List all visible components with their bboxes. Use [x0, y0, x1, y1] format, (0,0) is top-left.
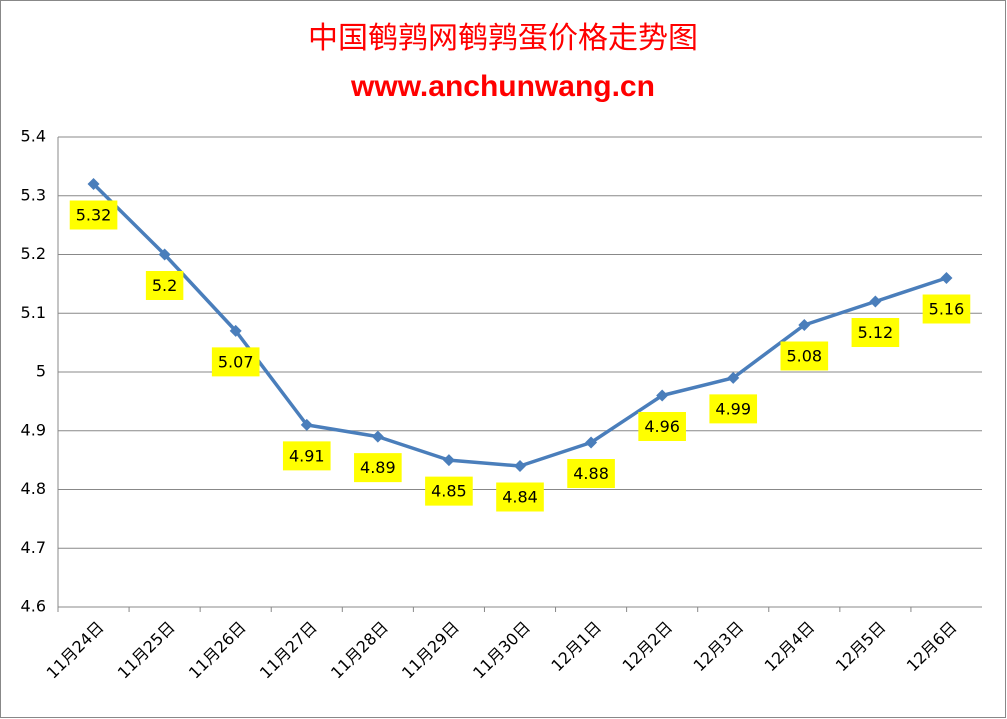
label-box: [709, 394, 758, 424]
label-box: [69, 200, 118, 230]
data-label: 4.96: [644, 417, 680, 436]
label-box: [354, 453, 402, 483]
y-tick-label: 5.2: [21, 244, 46, 263]
marker: [442, 454, 455, 467]
y-tick-label: 5.1: [21, 303, 46, 322]
label-box: [922, 294, 971, 324]
data-label: 4.85: [431, 482, 467, 501]
data-label: 5.12: [858, 323, 894, 342]
label-box: [851, 318, 900, 347]
data-label: 5.2: [152, 276, 177, 295]
data-label: 4.84: [502, 488, 538, 507]
marker: [585, 436, 598, 449]
y-tick-label: 5.4: [21, 127, 46, 146]
y-tick-label: 5: [36, 362, 46, 381]
label-box: [780, 341, 829, 371]
marker: [514, 460, 526, 472]
marker: [869, 295, 882, 308]
data-label: 4.88: [573, 464, 609, 483]
label-box: [425, 476, 473, 506]
label-box: [496, 482, 544, 512]
label-box: [145, 271, 184, 300]
marker: [371, 430, 384, 443]
data-label: 4.89: [360, 458, 396, 477]
y-tick-label: 5.3: [21, 185, 46, 204]
marker: [940, 272, 953, 284]
label-box: [638, 412, 686, 441]
chart-title: 中国鹌鹑网鹌鹑蛋价格走势图: [308, 21, 698, 56]
marker: [656, 389, 669, 402]
label-box: [211, 347, 260, 377]
data-label: 5.16: [929, 300, 965, 319]
marker: [300, 418, 313, 431]
data-label: 5.08: [786, 347, 822, 366]
marker: [158, 248, 171, 261]
marker: [798, 319, 811, 331]
chart-subtitle: www.anchunwang.cn: [350, 70, 655, 103]
data-label: 4.91: [289, 446, 325, 465]
marker: [727, 371, 740, 384]
y-tick-label: 4.9: [21, 420, 46, 439]
marker: [229, 324, 242, 337]
y-tick-label: 4.6: [21, 597, 46, 616]
label-box: [567, 459, 615, 488]
data-label: 5.07: [218, 352, 254, 371]
y-tick-label: 4.7: [21, 538, 46, 557]
y-tick-label: 4.8: [21, 479, 46, 498]
data-label: 5.32: [76, 206, 112, 225]
marker: [87, 178, 100, 190]
label-box: [282, 441, 331, 471]
data-label: 4.99: [715, 399, 751, 418]
